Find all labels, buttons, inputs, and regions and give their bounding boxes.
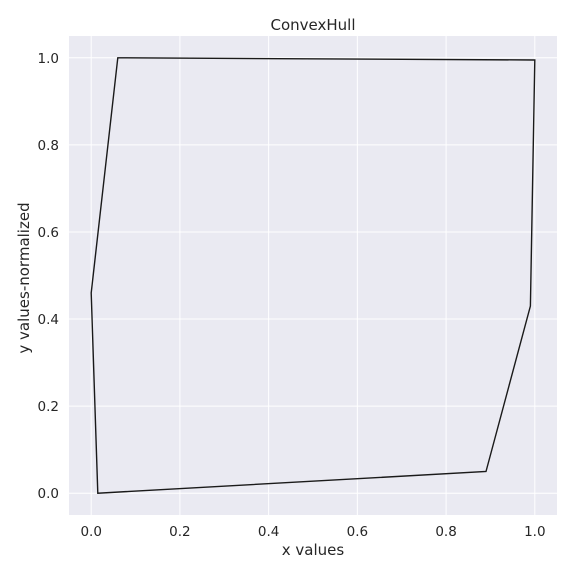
y-tick-label: 0.6	[38, 225, 59, 241]
y-tick-label: 0.2	[38, 399, 59, 415]
y-tick-label: 0.4	[38, 312, 59, 328]
chart-title: ConvexHull	[271, 16, 356, 34]
y-tick-label: 0.0	[38, 486, 59, 502]
y-axis-label: y values-normalized	[15, 202, 33, 353]
x-axis-label: x values	[282, 541, 345, 559]
x-tick-labels: 0.0 0.2 0.4 0.6 0.8 1.0	[80, 524, 545, 540]
x-tick-label: 0.6	[347, 524, 368, 540]
x-tick-label: 0.2	[169, 524, 190, 540]
y-tick-label: 1.0	[38, 51, 59, 67]
x-tick-label: 0.4	[258, 524, 279, 540]
x-tick-label: 0.0	[80, 524, 101, 540]
y-tick-labels: 0.0 0.2 0.4 0.6 0.8 1.0	[38, 51, 59, 502]
x-tick-label: 1.0	[524, 524, 545, 540]
x-tick-label: 0.8	[435, 524, 456, 540]
y-tick-label: 0.8	[38, 138, 59, 154]
convex-hull-outline	[90, 57, 536, 494]
plot-area	[69, 36, 557, 515]
x-grid-lines	[90, 36, 536, 515]
